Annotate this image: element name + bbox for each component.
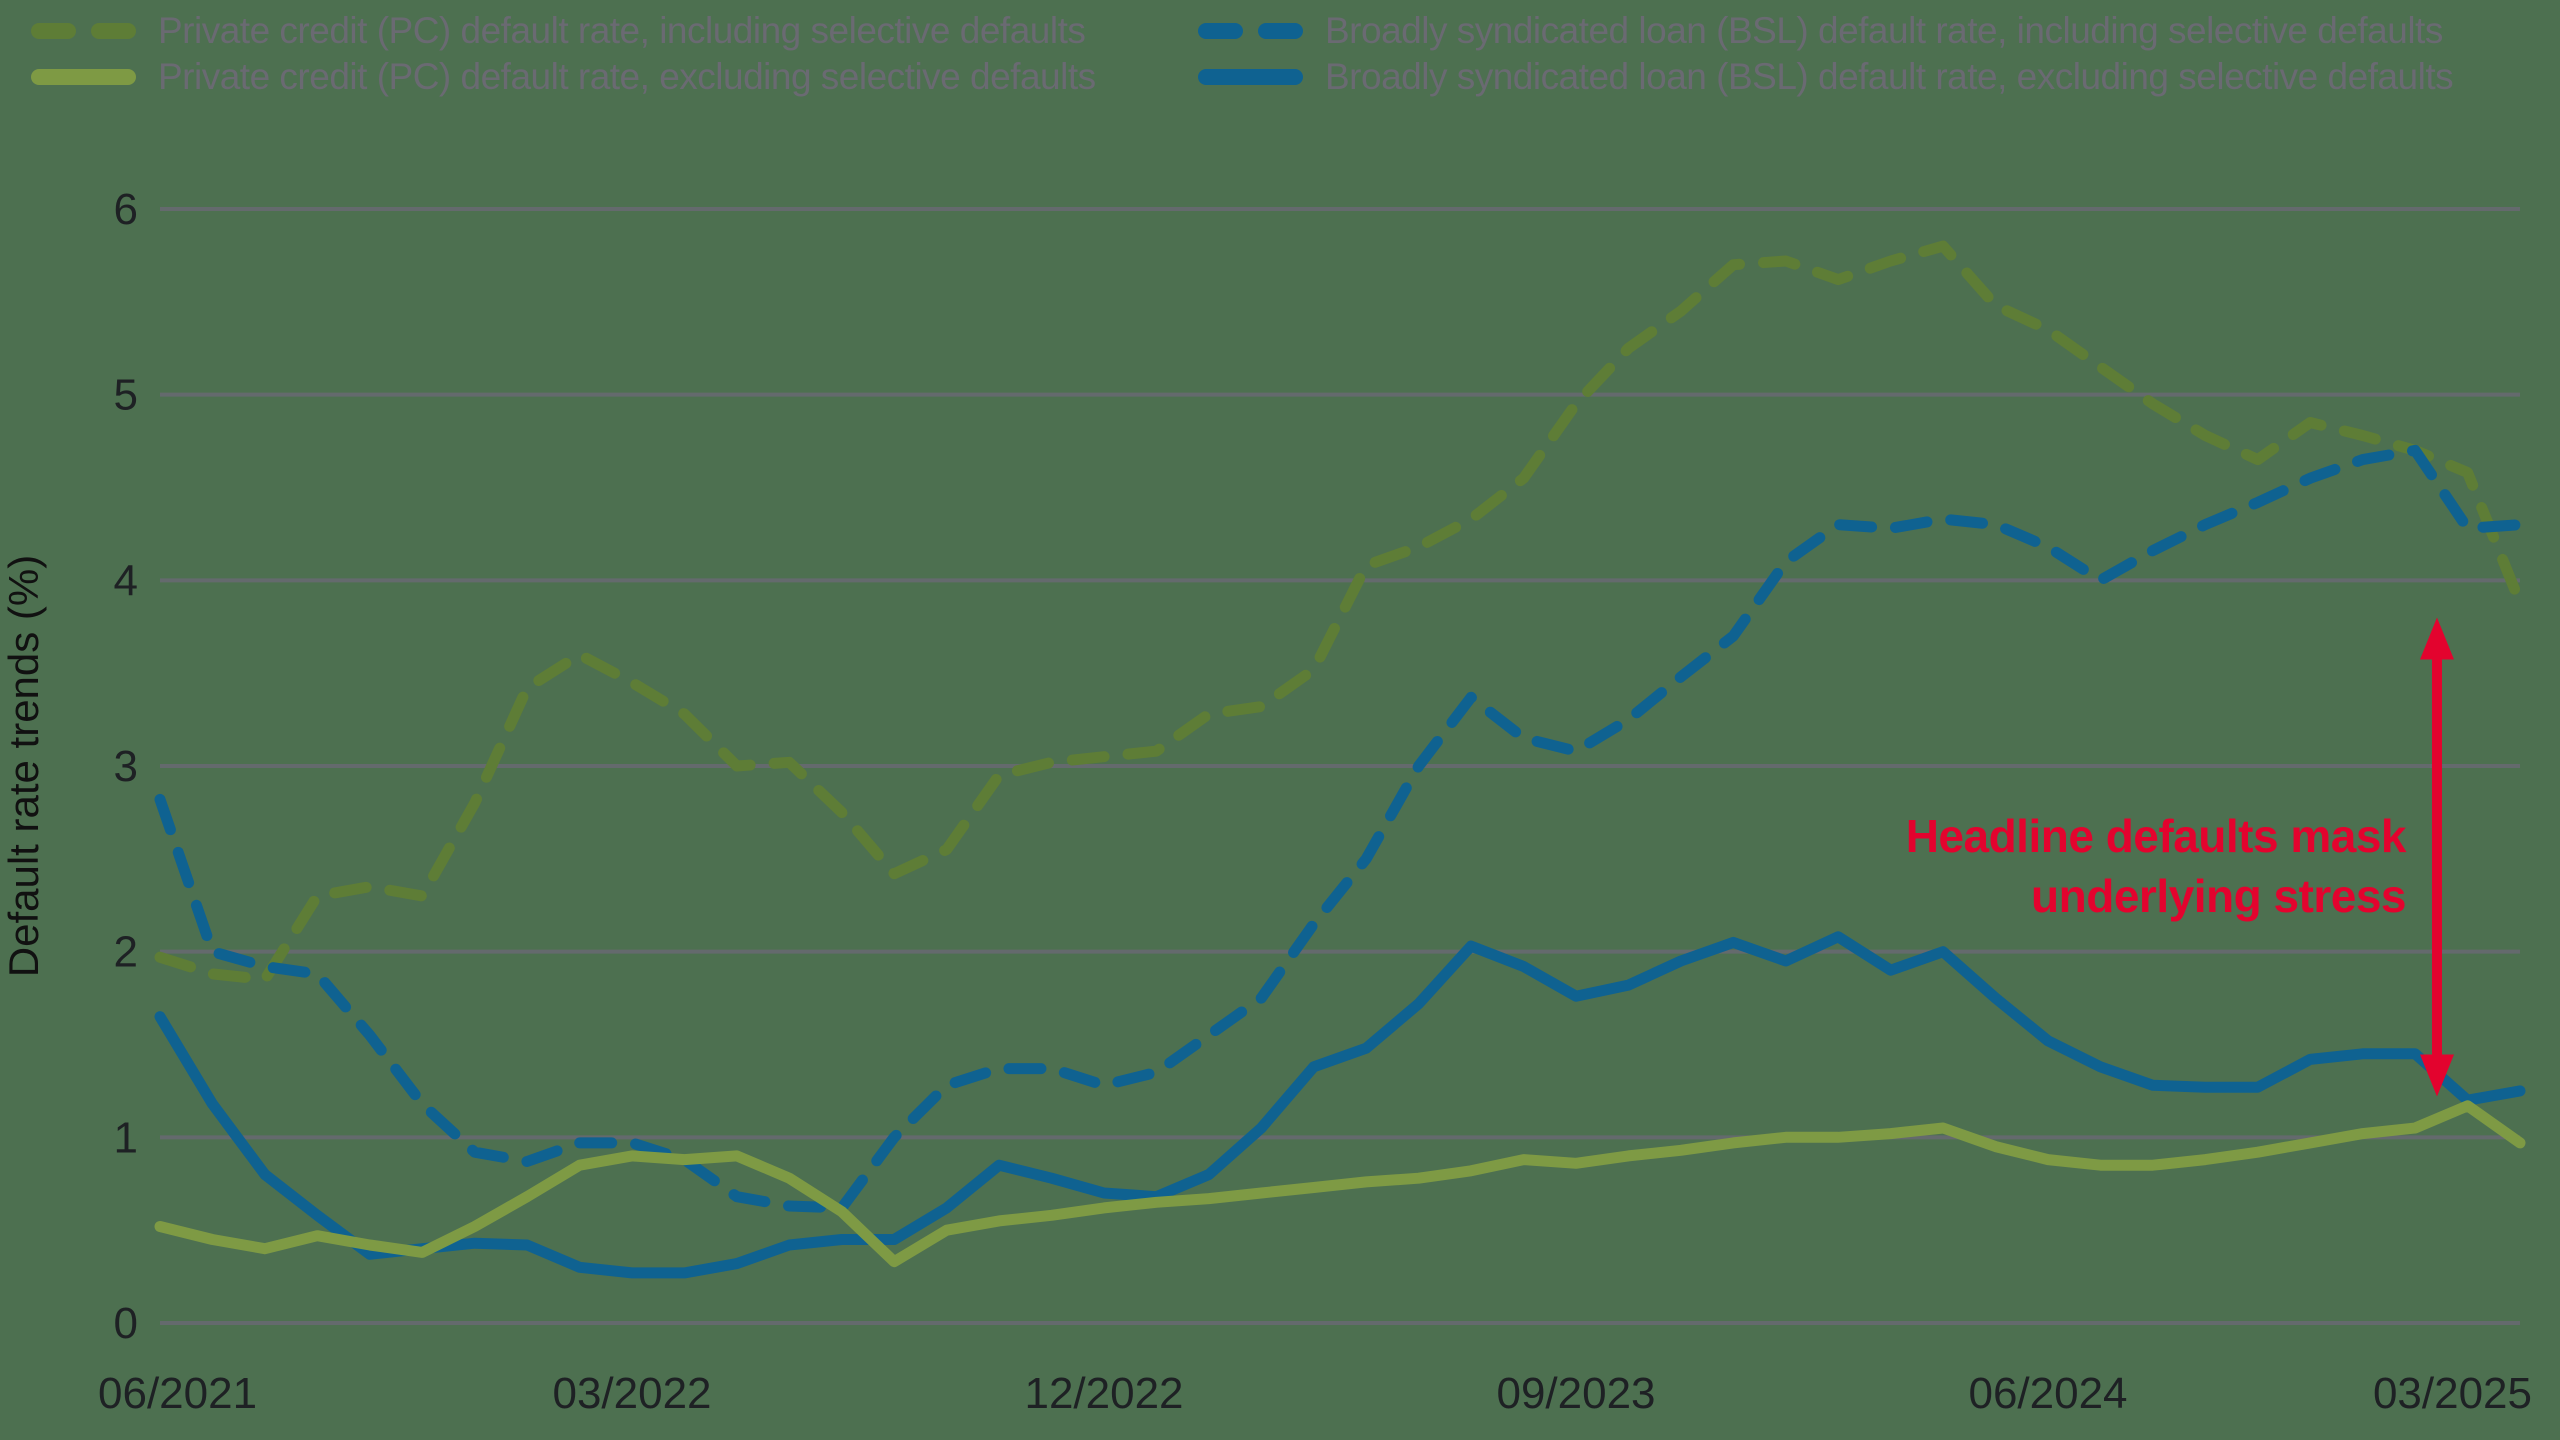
arrow-head-down (2420, 1054, 2454, 1097)
legend-item-pc-including: Private credit (PC) default rate, includ… (31, 10, 1086, 52)
legend-item-pc-excluding: Private credit (PC) default rate, exclud… (31, 56, 1096, 98)
y-tick-label: 4 (114, 556, 138, 605)
legend-item-bsl-including: Broadly syndicated loan (BSL) default ra… (1198, 10, 2443, 52)
legend-label: Private credit (PC) default rate, includ… (158, 10, 1086, 51)
legend-label: Private credit (PC) default rate, exclud… (158, 56, 1096, 97)
series-line-bsl-excluding (154, 931, 2526, 1279)
x-tick-label: 12/2022 (1024, 1369, 1183, 1418)
arrow-head-up (2420, 617, 2454, 660)
bsl-including-dashed-swatch (1198, 23, 1303, 39)
y-tick-label: 1 (114, 1113, 138, 1162)
x-tick-label: 06/2024 (1968, 1369, 2127, 1418)
y-tick-label: 3 (114, 742, 138, 791)
series-line-pc-including (154, 240, 2526, 985)
y-tick-label: 2 (114, 928, 138, 977)
legend-label: Broadly syndicated loan (BSL) default ra… (1325, 56, 2454, 97)
y-tick-label: 0 (114, 1299, 138, 1348)
legend-item-bsl-excluding: Broadly syndicated loan (BSL) default ra… (1198, 56, 2454, 98)
y-tick-label: 5 (114, 371, 138, 420)
annotation-line1: Headline defaults mask (1905, 810, 2407, 862)
series-line-pc-excluding (154, 1100, 2526, 1268)
x-tick-label: 09/2023 (1496, 1369, 1655, 1418)
bsl-excluding-solid-swatch (1198, 69, 1303, 85)
x-tick-label: 03/2025 (2373, 1369, 2532, 1418)
legend-label: Broadly syndicated loan (BSL) default ra… (1325, 10, 2443, 51)
y-axis-title: Default rate trends (%) (0, 555, 47, 978)
x-tick-label: 03/2022 (552, 1369, 711, 1418)
pc-excluding-solid-swatch (31, 69, 136, 85)
annotation-headline-defaults: Headline defaults mask underlying stress (1786, 806, 2407, 926)
y-tick-label: 6 (114, 185, 138, 234)
x-tick-label: 06/2021 (98, 1369, 257, 1418)
pc-including-dashed-swatch (31, 23, 136, 39)
series-line-bsl-including (154, 444, 2526, 1214)
annotation-line2: underlying stress (2031, 870, 2406, 922)
